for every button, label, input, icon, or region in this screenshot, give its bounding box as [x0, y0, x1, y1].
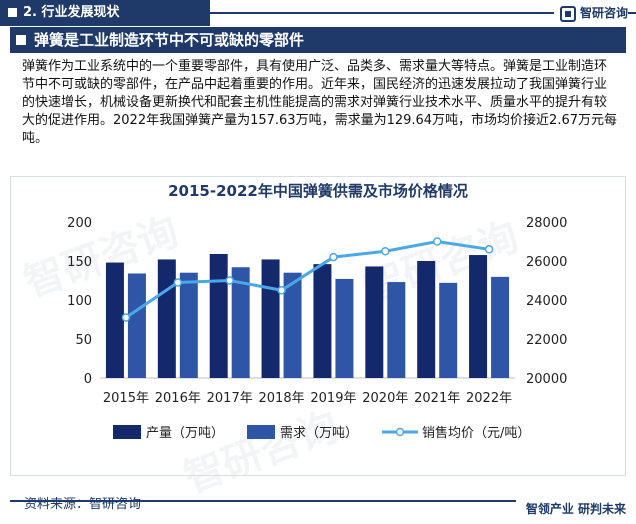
- right-tick-label: 24000: [526, 294, 567, 309]
- production-bar: [365, 266, 384, 378]
- right-tick-label: 22000: [526, 333, 567, 348]
- right-axis-ticks: 20000 22000 24000 26000 28000: [526, 216, 567, 387]
- legend-label-demand: 需求（万吨）: [280, 426, 358, 441]
- left-tick-label: 50: [75, 333, 92, 348]
- legend-swatch-demand: [247, 425, 275, 439]
- legend-marker-price: [395, 427, 405, 437]
- x-tick-label: 2019年: [310, 391, 356, 406]
- production-bar: [209, 253, 228, 378]
- legend-label-price: 销售均价（元/吨）: [422, 425, 530, 441]
- square-icon: [16, 35, 26, 45]
- section-tab: 2. 行业发展现状: [0, 0, 210, 26]
- production-bar: [313, 264, 332, 378]
- production-bar: [417, 261, 436, 378]
- demand-bar: [127, 273, 146, 378]
- x-tick-label: 2016年: [155, 391, 201, 406]
- logo: 智研咨询: [553, 3, 628, 23]
- right-tick-label: 20000: [526, 372, 567, 387]
- x-axis-ticks: 2015年 2016年 2017年 2018年 2019年 2020年 2021年 2022年: [103, 391, 512, 406]
- legend-label-production: 产量（万吨）: [146, 426, 224, 441]
- price-point: [121, 313, 131, 322]
- chart-title: 2015-2022年中国弹簧供需及市场价格情况: [168, 182, 468, 200]
- section-title: 2. 行业发展现状: [23, 5, 120, 20]
- bars: [105, 253, 510, 378]
- production-bar: [105, 262, 124, 378]
- left-tick-label: 100: [67, 294, 92, 309]
- left-tick-label: 0: [84, 372, 92, 387]
- price-point: [277, 286, 286, 295]
- banner-title: 弹簧是工业制造环节中不可或缺的零部件: [34, 31, 305, 49]
- demand-bar: [231, 267, 250, 378]
- demand-bar: [179, 272, 198, 378]
- x-tick-label: 2022年: [466, 391, 512, 406]
- x-tick-label: 2018年: [259, 391, 305, 406]
- legend: 产量（万吨） 需求（万吨） 销售均价（元/吨）: [113, 425, 530, 441]
- legend-swatch-production: [113, 425, 141, 439]
- price-point: [484, 245, 494, 254]
- left-tick-label: 200: [67, 216, 92, 231]
- chart-frame: [10, 176, 626, 476]
- price-point: [225, 276, 234, 285]
- logo-text: 智研咨询: [579, 6, 628, 20]
- footer-slogan: 智领产业 研判未来: [525, 502, 626, 516]
- production-bar: [261, 259, 280, 378]
- x-tick-label: 2015年: [103, 391, 149, 406]
- description-paragraph: 弹簧作为工业系统中的一个重要零部件，具有使用广泛、品类多、需求量大等特点。弹簧是…: [22, 59, 618, 146]
- right-tick-label: 28000: [526, 216, 567, 231]
- logo-icon: [559, 5, 576, 22]
- price-point: [432, 237, 442, 246]
- price-point: [173, 278, 183, 287]
- demand-bar: [335, 278, 354, 378]
- price-point: [329, 252, 338, 262]
- title-banner: 弹簧是工业制造环节中不可或缺的零部件: [10, 27, 626, 53]
- header-divider: [205, 12, 636, 14]
- footer-divider: [10, 500, 516, 502]
- x-tick-label: 2021年: [414, 391, 460, 406]
- production-bar: [469, 255, 488, 378]
- demand-bar: [491, 276, 510, 378]
- left-axis-ticks: 0 50 100 150 200: [67, 216, 92, 387]
- x-tick-label: 2017年: [207, 391, 253, 406]
- production-bar: [157, 259, 176, 378]
- left-tick-label: 150: [67, 255, 92, 270]
- demand-bar: [283, 272, 302, 378]
- source-note: 资料来源：智研咨询: [24, 497, 142, 512]
- x-tick-label: 2020年: [362, 391, 408, 406]
- top-bar: 2. 行业发展现状 智研咨询: [0, 0, 636, 26]
- price-line-path: [125, 239, 490, 319]
- demand-bar: [439, 282, 458, 378]
- demand-bar: [387, 282, 406, 378]
- price-line: [121, 237, 494, 322]
- square-icon: [8, 8, 17, 17]
- right-tick-label: 26000: [526, 255, 567, 270]
- price-point: [381, 247, 390, 256]
